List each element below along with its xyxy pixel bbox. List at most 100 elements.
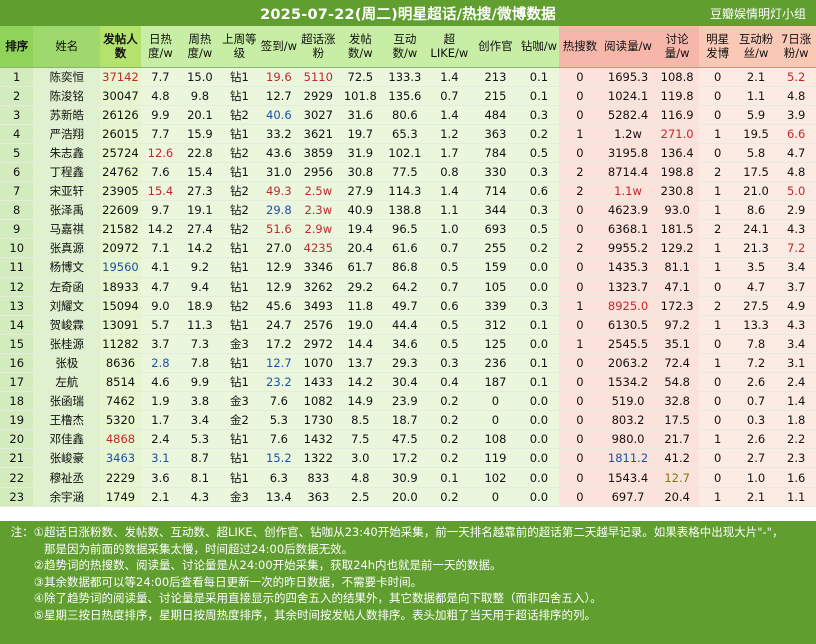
rank-cell: 9 bbox=[0, 219, 34, 240]
table-cell: 21582 bbox=[100, 219, 141, 240]
table-cell: 0 bbox=[558, 200, 602, 221]
table-cell: 35.1 bbox=[654, 334, 700, 354]
table-cell: 钻1 bbox=[219, 315, 260, 335]
table-row: 2 陈浚铭 30047 4.8 9.8 钻1 12.7 2929 101.8 135.6 0.7 21… bbox=[0, 86, 816, 106]
column-header: 钻咖/w bbox=[519, 26, 559, 68]
table-cell: 15.0 bbox=[180, 67, 220, 87]
rank-cell: 5 bbox=[0, 143, 34, 163]
table-cell: 30.9 bbox=[382, 467, 428, 488]
table-cell: 1.4 bbox=[776, 391, 816, 412]
table-cell: 4.8 bbox=[776, 162, 816, 183]
table-cell: 102.1 bbox=[382, 143, 428, 163]
table-cell: 0 bbox=[558, 391, 602, 412]
table-cell: 13.7 bbox=[338, 353, 383, 374]
table-cell: 54.8 bbox=[654, 372, 700, 393]
table-cell: 0.6 bbox=[519, 181, 559, 202]
table-cell: 2.6 bbox=[735, 429, 777, 450]
table-cell: 8.5 bbox=[338, 410, 383, 431]
table-cell: 1.2 bbox=[427, 124, 472, 144]
table-cell: 312 bbox=[471, 315, 520, 335]
table-cell: 0 bbox=[558, 257, 602, 278]
table-cell: 7462 bbox=[100, 391, 141, 412]
table-cell: 钻1 bbox=[219, 162, 260, 183]
table-cell: 181.5 bbox=[654, 219, 700, 240]
table-cell: 1 bbox=[558, 124, 602, 144]
table-cell: 钻2 bbox=[219, 200, 260, 221]
table-cell: 2.5w bbox=[298, 181, 339, 202]
column-header: 创作官 bbox=[471, 26, 520, 68]
table-cell: 0.3 bbox=[735, 410, 777, 431]
table-cell: 1730 bbox=[298, 410, 339, 431]
table-cell: 3.4 bbox=[180, 410, 220, 431]
table-cell: 0 bbox=[558, 353, 602, 374]
table-cell: 3.7 bbox=[776, 277, 816, 297]
table-cell: 40.9 bbox=[338, 200, 383, 221]
table-cell: 7.7 bbox=[140, 124, 181, 144]
table-cell: 23.9 bbox=[382, 391, 428, 412]
name-cell: 张桂源 bbox=[33, 334, 101, 354]
name-cell: 宋亚轩 bbox=[33, 181, 101, 202]
table-cell: 0.2 bbox=[519, 238, 559, 259]
table-cell: 30.8 bbox=[338, 162, 383, 183]
table-cell: 1695.3 bbox=[601, 67, 655, 87]
table-cell: 0 bbox=[699, 467, 736, 488]
table-row: 1 陈奕恒 37142 7.7 15.0 钻1 19.6 5110 72.5 133.3 1.4 21… bbox=[0, 67, 816, 87]
table-cell: 7.2 bbox=[735, 353, 777, 374]
table-cell: 0.5 bbox=[519, 219, 559, 240]
table-cell: 0.0 bbox=[519, 334, 559, 354]
table-cell: 0.3 bbox=[427, 353, 472, 374]
table-cell: 19560 bbox=[100, 257, 141, 278]
table-cell: 钻1 bbox=[219, 448, 260, 469]
table-cell: 0.2 bbox=[427, 391, 472, 412]
table-row: 15 张桂源 11282 3.7 7.3 金3 17.2 2972 14.4 34.6 0.5 125… bbox=[0, 334, 816, 354]
table-row: 17 左航 8514 4.6 9.9 钻1 23.2 1433 14.2 30.4 0.4 187 0.… bbox=[0, 372, 816, 393]
table-cell: 363 bbox=[298, 487, 339, 507]
table-cell: 3.5 bbox=[735, 257, 777, 278]
table-cell: 0.5 bbox=[427, 257, 472, 278]
table-cell: 27.3 bbox=[180, 181, 220, 202]
column-header: 超LIKE/w bbox=[427, 26, 472, 68]
table-row: 8 张泽禹 22609 9.7 19.1 钻2 29.8 2.3w 40.9 138.8 1.1 34… bbox=[0, 200, 816, 221]
page-title: 2025-07-22(周二)明星超话/热搜/微博数据 bbox=[260, 7, 556, 23]
table-row: 3 苏新皓 26126 9.9 20.1 钻2 40.6 3027 31.6 80.6 1.4 484… bbox=[0, 105, 816, 125]
table-cell: 0 bbox=[699, 86, 736, 106]
table-cell: 钻1 bbox=[219, 257, 260, 278]
name-cell: 丁程鑫 bbox=[33, 162, 101, 183]
table-cell: 24.7 bbox=[259, 315, 299, 335]
name-cell: 张泽禹 bbox=[33, 200, 101, 221]
table-cell: 0.8 bbox=[427, 162, 472, 183]
table-cell: 1.4 bbox=[427, 181, 472, 202]
table-cell: 19.7 bbox=[338, 124, 383, 144]
table-cell: 钻1 bbox=[219, 467, 260, 488]
table-cell: 钻1 bbox=[219, 277, 260, 297]
table-cell: 3.8 bbox=[180, 391, 220, 412]
table-cell: 44.4 bbox=[382, 315, 428, 335]
note-line: ⑤ 星期三按日热度排序，星期日按周热度排序，其余时间按发帖人数排序。表头加粗了当天… bbox=[8, 607, 808, 624]
table-cell: 3.6 bbox=[140, 467, 181, 488]
table-cell: 1070 bbox=[298, 353, 339, 374]
table-cell: 2 bbox=[558, 162, 602, 183]
rank-cell: 3 bbox=[0, 105, 34, 125]
table-cell: 11.8 bbox=[338, 296, 383, 316]
table-cell: 6.6 bbox=[776, 124, 816, 144]
table-cell: 0 bbox=[558, 277, 602, 297]
column-header: 讨论量/w bbox=[654, 26, 700, 68]
table-cell: 0 bbox=[558, 487, 602, 507]
table-cell: 2929 bbox=[298, 86, 339, 106]
table-cell: 27.0 bbox=[259, 238, 299, 259]
table-cell: 钻1 bbox=[219, 67, 260, 87]
table-cell: 1.1 bbox=[427, 200, 472, 221]
table-cell: 102 bbox=[471, 467, 520, 488]
table-cell: 6.3 bbox=[259, 467, 299, 488]
table-cell: 41.2 bbox=[654, 448, 700, 469]
table-cell: 3463 bbox=[100, 448, 141, 469]
table-cell: 1749 bbox=[100, 487, 141, 507]
table-cell: 34.6 bbox=[382, 334, 428, 354]
table-cell: 20.0 bbox=[382, 487, 428, 507]
table-cell: 236 bbox=[471, 353, 520, 374]
table-cell: 3027 bbox=[298, 105, 339, 125]
table-cell: 9.0 bbox=[140, 296, 181, 316]
table-cell: 0.3 bbox=[519, 162, 559, 183]
table-cell: 0.2 bbox=[427, 429, 472, 450]
table-cell: 17.2 bbox=[382, 448, 428, 469]
